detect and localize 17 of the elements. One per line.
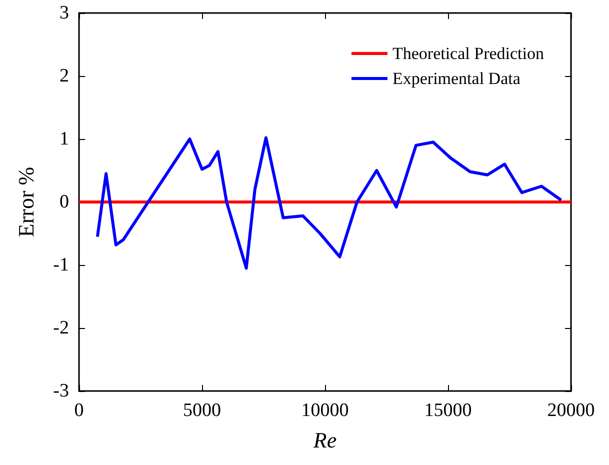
y-tick-label: -2	[53, 318, 69, 338]
x-tick-label: 10000	[301, 400, 349, 421]
y-tick-label: 0	[60, 192, 69, 212]
legend-label: Experimental Data	[392, 69, 521, 88]
y-tick-label: 1	[60, 128, 69, 150]
x-tick-label: 20000	[547, 400, 595, 421]
y-axis-title: Error %	[14, 166, 38, 238]
y-tick-label: 2	[60, 66, 69, 86]
y-tick-label: 3	[60, 2, 69, 24]
x-axis-title: Re	[312, 428, 337, 452]
line-series	[96, 136, 563, 270]
x-tick-label: 5000	[183, 400, 221, 421]
legend-label: Theoretical Prediction	[392, 44, 544, 63]
x-tick-label: 0	[74, 400, 84, 421]
y-tick-label: -1	[53, 254, 69, 276]
y-tick-label: -3	[53, 380, 69, 402]
x-tick-label: 15000	[424, 400, 472, 421]
